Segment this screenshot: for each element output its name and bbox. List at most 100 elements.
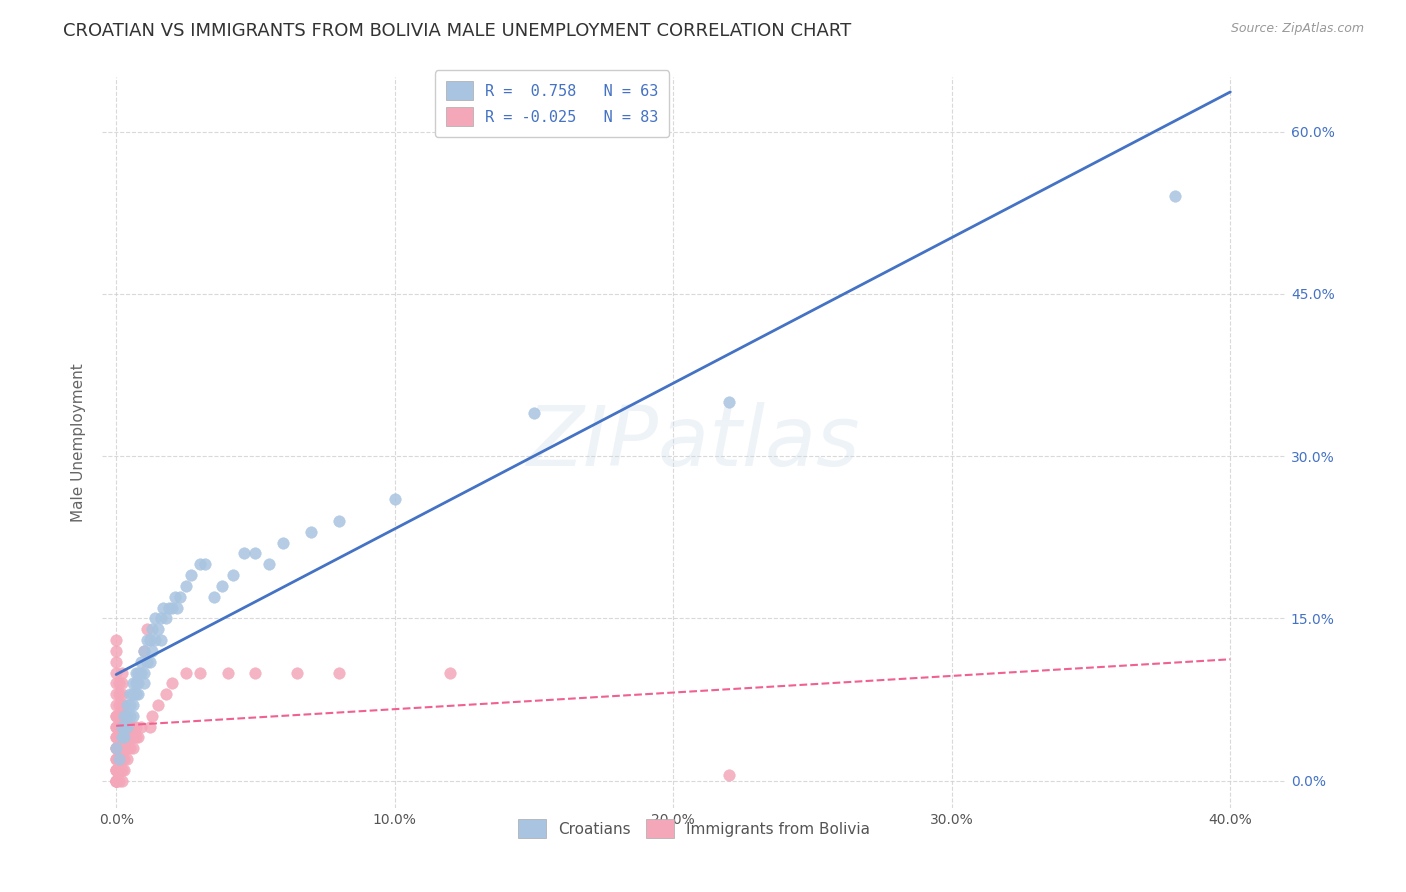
Point [121, 731, 143, 745]
Point [138, 633, 160, 648]
Point [245, 665, 267, 680]
Point [439, 665, 461, 680]
Point [157, 600, 180, 615]
Point [135, 633, 157, 648]
Point [127, 731, 149, 745]
Point [108, 741, 131, 756]
Point [121, 676, 143, 690]
Point [108, 708, 131, 723]
Point [285, 665, 308, 680]
Point [105, 773, 128, 788]
Point [132, 665, 155, 680]
Point [124, 676, 146, 690]
Point [105, 773, 128, 788]
Point [105, 773, 128, 788]
Point [146, 622, 169, 636]
Point [108, 720, 131, 734]
Point [105, 676, 128, 690]
Legend: Croatians, Immigrants from Bolivia: Croatians, Immigrants from Bolivia [512, 814, 876, 844]
Point [211, 579, 233, 593]
Point [127, 687, 149, 701]
Point [124, 665, 146, 680]
Point [105, 633, 128, 648]
Point [132, 644, 155, 658]
Point [117, 731, 139, 745]
Point [105, 752, 128, 766]
Point [105, 720, 128, 734]
Point [166, 600, 188, 615]
Point [120, 741, 142, 756]
Point [105, 763, 128, 777]
Point [114, 708, 136, 723]
Point [117, 708, 139, 723]
Point [105, 644, 128, 658]
Point [111, 698, 134, 712]
Point [132, 676, 155, 690]
Point [143, 633, 166, 648]
Point [117, 752, 139, 766]
Point [174, 665, 197, 680]
Point [111, 676, 134, 690]
Point [105, 731, 128, 745]
Point [108, 731, 131, 745]
Point [114, 708, 136, 723]
Point [108, 752, 131, 766]
Point [108, 687, 131, 701]
Point [105, 708, 128, 723]
Point [105, 763, 128, 777]
Point [138, 720, 160, 734]
Point [259, 558, 281, 572]
Point [121, 687, 143, 701]
Point [169, 590, 191, 604]
Point [108, 763, 131, 777]
Point [124, 720, 146, 734]
Point [105, 687, 128, 701]
Point [160, 600, 183, 615]
Point [105, 741, 128, 756]
Point [127, 676, 149, 690]
Text: ZIPatlas: ZIPatlas [527, 402, 860, 483]
Point [202, 590, 225, 604]
Point [117, 741, 139, 756]
Point [114, 720, 136, 734]
Text: Source: ZipAtlas.com: Source: ZipAtlas.com [1230, 22, 1364, 36]
Point [222, 568, 245, 582]
Point [111, 731, 134, 745]
Point [155, 687, 177, 701]
Point [129, 655, 152, 669]
Point [155, 611, 177, 625]
Point [141, 622, 163, 636]
Point [523, 406, 546, 420]
Point [233, 547, 256, 561]
Point [152, 600, 174, 615]
Point [111, 720, 134, 734]
Point [117, 698, 139, 712]
Point [271, 535, 294, 549]
Point [121, 741, 143, 756]
Point [105, 773, 128, 788]
Point [188, 665, 211, 680]
Point [117, 708, 139, 723]
Point [120, 708, 142, 723]
Point [111, 708, 134, 723]
Point [114, 752, 136, 766]
Point [120, 720, 142, 734]
Point [180, 568, 202, 582]
Point [129, 720, 152, 734]
Point [188, 558, 211, 572]
Point [135, 655, 157, 669]
Point [143, 611, 166, 625]
Point [217, 665, 239, 680]
Point [105, 752, 128, 766]
Point [105, 763, 128, 777]
Point [717, 395, 740, 409]
Point [111, 665, 134, 680]
Point [111, 731, 134, 745]
Point [121, 720, 143, 734]
Point [108, 676, 131, 690]
Point [117, 720, 139, 734]
Point [111, 763, 134, 777]
Point [149, 611, 172, 625]
Point [114, 741, 136, 756]
Point [121, 708, 143, 723]
